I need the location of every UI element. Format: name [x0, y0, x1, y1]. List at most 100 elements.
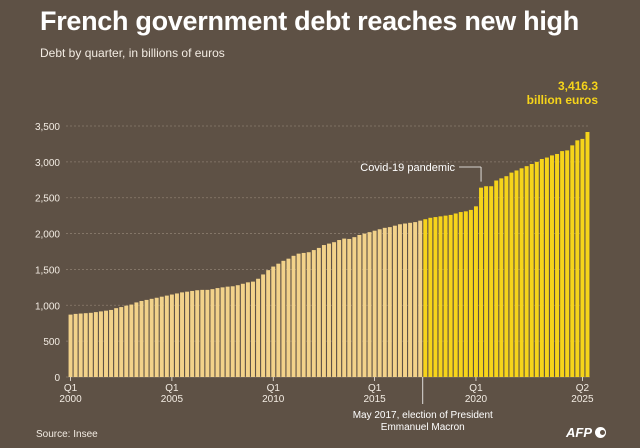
bar: [73, 313, 78, 377]
macron-annotation-line1: May 2017, election of President: [353, 410, 493, 421]
bar: [169, 294, 174, 377]
bar: [251, 281, 255, 377]
bar: [458, 212, 463, 377]
bar: [104, 310, 108, 377]
bar: [342, 238, 347, 377]
bar: [570, 145, 575, 377]
bar: [509, 172, 514, 377]
macron-annotation-line2: Emmanuel Macron: [381, 422, 465, 433]
bar: [382, 227, 387, 377]
bar: [256, 278, 261, 377]
afp-logo-text: AFP: [566, 425, 592, 440]
bar: [174, 293, 179, 377]
bar: [337, 240, 342, 377]
bar: [88, 312, 93, 377]
bar: [205, 289, 210, 377]
bar: [245, 282, 250, 377]
bar: [489, 186, 494, 377]
bar: [164, 295, 169, 377]
bar: [83, 313, 88, 377]
annotations: Covid-19 pandemic May 2017, election of …: [353, 79, 599, 433]
y-tick-label: 1,500: [35, 265, 60, 276]
afp-logo-icon: [595, 427, 606, 438]
y-tick-label: 2,500: [35, 194, 60, 205]
bar: [210, 289, 215, 377]
x-tick-year: 2000: [59, 394, 82, 405]
bar: [124, 305, 129, 377]
bar: [560, 151, 565, 377]
bar: [418, 220, 423, 377]
bar: [78, 313, 83, 377]
x-tick-quarter: Q2: [576, 383, 590, 394]
bar: [301, 252, 306, 377]
bar: [271, 266, 276, 377]
bar: [200, 289, 205, 377]
y-tick-label: 3,500: [35, 122, 60, 133]
bar: [129, 304, 134, 377]
bar: [479, 187, 484, 377]
bar: [413, 222, 418, 377]
x-tick-quarter: Q1: [165, 383, 179, 394]
bar: [529, 164, 534, 377]
bar: [565, 150, 570, 377]
bar: [119, 307, 124, 377]
bar: [144, 299, 149, 377]
bar: [585, 132, 590, 377]
bar: [519, 168, 524, 377]
x-tick-year: 2005: [161, 394, 184, 405]
bar: [240, 283, 245, 377]
bar: [433, 217, 438, 377]
bar: [387, 227, 392, 377]
chart-subtitle: Debt by quarter, in billions of euros: [40, 46, 225, 60]
bar: [397, 224, 402, 377]
bar: [220, 287, 225, 377]
y-tick-label: 2,000: [35, 230, 60, 241]
bar: [534, 161, 539, 377]
y-tick-label: 0: [54, 373, 60, 384]
bar: [276, 263, 281, 377]
x-tick-year: 2010: [262, 394, 285, 405]
bar: [575, 140, 580, 377]
page-title: French government debt reaches new high: [40, 6, 579, 36]
bar: [139, 300, 144, 377]
bar: [347, 238, 352, 377]
x-tick-year: 2020: [465, 394, 488, 405]
bar: [225, 286, 230, 377]
x-tick-quarter: Q1: [267, 383, 281, 394]
bar: [286, 258, 291, 377]
bar: [484, 186, 489, 377]
peak-value-label: 3,416.3: [558, 79, 598, 93]
bar: [357, 235, 362, 377]
bar: [423, 219, 428, 377]
bar: [281, 260, 286, 377]
y-axis-ticks: 0 500 1,000 1,500 2,000 2,500 3,000 3,500: [35, 122, 60, 384]
bar: [524, 166, 529, 377]
bar: [367, 232, 372, 377]
bar: [352, 237, 357, 377]
bar: [362, 233, 367, 377]
bar: [494, 180, 499, 377]
bar: [306, 252, 311, 377]
bar: [149, 298, 154, 377]
bar: [453, 213, 458, 377]
covid-annotation: Covid-19 pandemic: [360, 162, 455, 174]
bar: [499, 178, 504, 377]
bar: [190, 290, 195, 377]
bar: [266, 270, 271, 377]
bar: [550, 155, 554, 377]
bar: [109, 309, 114, 377]
bar: [504, 176, 509, 377]
bar: [230, 286, 235, 377]
bar: [580, 138, 585, 377]
bar: [159, 296, 164, 377]
y-tick-label: 500: [43, 337, 60, 348]
peak-unit-label: billion euros: [527, 93, 599, 107]
x-tick-year: 2015: [363, 394, 386, 405]
bar: [185, 291, 190, 377]
bar: [93, 312, 98, 377]
bar: [443, 215, 448, 377]
bar: [377, 229, 382, 377]
bar: [473, 206, 478, 377]
